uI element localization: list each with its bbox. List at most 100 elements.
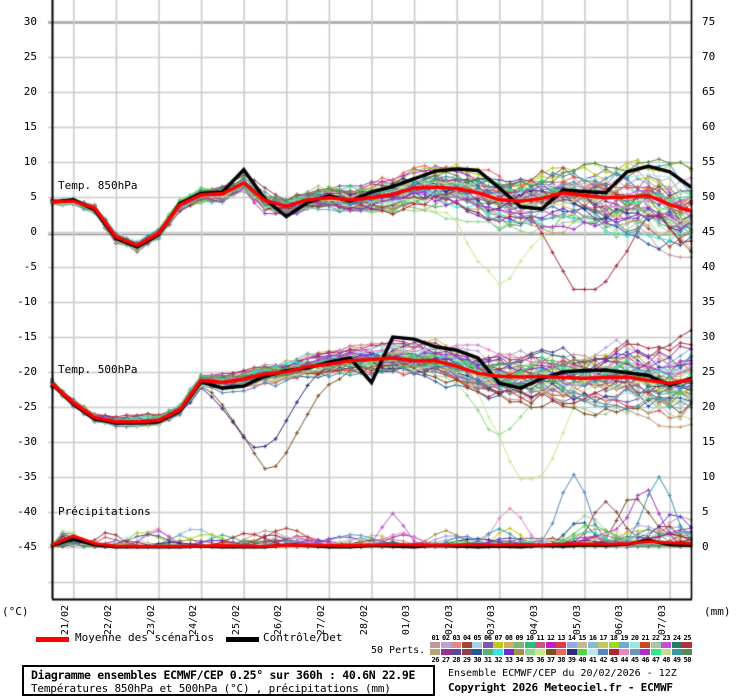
left-tick-label: -15 (17, 330, 37, 343)
pert-column: 04 29 (461, 634, 473, 664)
date-label: 28/02 (358, 604, 370, 636)
left-tick-label: 30 (23, 15, 37, 28)
pert-number: 12 (547, 634, 555, 642)
right-tick-label: 25 (702, 365, 716, 378)
pert-swatch (598, 649, 608, 655)
left-tick-label: -45 (17, 540, 37, 553)
left-tick-label: 0 (30, 225, 37, 238)
pert-column: 03 28 (451, 634, 462, 664)
pert-swatch (619, 642, 629, 648)
pert-column: 07 32 (493, 634, 504, 664)
pert-swatch (682, 642, 692, 648)
left-tick-label: -20 (17, 365, 37, 378)
pert-swatch (451, 642, 461, 648)
pert-number: 39 (568, 656, 576, 664)
pert-swatch (608, 649, 619, 655)
pert-number: 23 (662, 634, 671, 642)
left-tick-label: 5 (30, 190, 37, 203)
pert-number: 36 (536, 656, 545, 664)
pert-swatch (430, 649, 440, 655)
pert-column: 13 38 (556, 634, 567, 664)
pert-number: 34 (515, 656, 524, 664)
date-label: 21/02 (60, 604, 72, 636)
left-tick-label: -10 (17, 295, 37, 308)
pert-swatch (430, 642, 440, 648)
pert-column: 15 40 (577, 634, 588, 664)
pert-column: 22 47 (650, 634, 662, 664)
pert-column: 02 27 (440, 634, 452, 664)
pert-number: 22 (652, 634, 660, 642)
pert-swatch (503, 642, 514, 648)
pert-number: 05 (473, 634, 482, 642)
left-tick-label: 15 (23, 120, 37, 133)
pert-number: 01 (431, 634, 440, 642)
pert-number: 32 (494, 656, 503, 664)
pert-swatch (671, 649, 682, 655)
pert-swatch (472, 649, 482, 655)
pert-swatch (661, 642, 671, 648)
pert-column: 11 36 (535, 634, 546, 664)
pert-column: 09 34 (514, 634, 525, 664)
chart-info-box: Diagramme ensembles ECMWF/CEP 0.25° sur … (22, 665, 435, 696)
run-info-label: Ensemble ECMWF/CEP du 20/02/2026 - 12Z (448, 668, 677, 679)
pert-number: 03 (452, 634, 461, 642)
pert-swatch (440, 649, 451, 655)
pert-number: 24 (673, 634, 681, 642)
right-tick-label: 35 (702, 295, 716, 308)
left-tick-label: -40 (17, 505, 37, 518)
right-tick-label: 55 (702, 155, 716, 168)
pert-number: 15 (578, 634, 587, 642)
pert-swatch (577, 649, 587, 655)
right-tick-label: 30 (702, 330, 716, 343)
pert-number: 13 (557, 634, 566, 642)
pert-number: 25 (683, 634, 692, 642)
pert-column: 08 33 (503, 634, 515, 664)
right-tick-label: 65 (702, 85, 716, 98)
pert-swatch (619, 649, 629, 655)
pert-column: 18 43 (608, 634, 620, 664)
right-tick-label: 50 (702, 190, 716, 203)
pert-swatch (640, 649, 650, 655)
panel-label-t850: Temp. 850hPa (58, 179, 138, 192)
pert-number: 40 (578, 656, 587, 664)
pert-number: 04 (463, 634, 471, 642)
pert-number: 06 (484, 634, 492, 642)
pert-column: 16 41 (587, 634, 599, 664)
right-tick-label: 10 (702, 470, 716, 483)
pert-number: 44 (620, 656, 629, 664)
pert-number: 07 (494, 634, 503, 642)
pert-number: 48 (662, 656, 671, 664)
mean-line-swatch (36, 637, 69, 642)
pert-number: 29 (463, 656, 471, 664)
pert-number: 50 (683, 656, 692, 664)
pert-swatch (535, 649, 545, 655)
pert-swatch (629, 642, 640, 648)
pert-swatch (440, 642, 451, 648)
chart-title: Diagramme ensembles ECMWF/CEP 0.25° sur … (31, 668, 416, 682)
pert-number: 35 (526, 656, 534, 664)
left-tick-label: -25 (17, 400, 37, 413)
pert-column: 25 50 (682, 634, 693, 664)
left-axis-unit-label: (°C) (2, 605, 29, 618)
pert-swatch (545, 649, 556, 655)
right-tick-label: 20 (702, 400, 716, 413)
pert-swatch (514, 649, 524, 655)
right-tick-label: 75 (702, 15, 716, 28)
pert-swatch (482, 642, 493, 648)
pert-swatch (556, 649, 566, 655)
pert-number: 45 (631, 656, 639, 664)
pert-swatch (545, 642, 556, 648)
right-tick-label: 60 (702, 120, 716, 133)
right-tick-label: 5 (702, 505, 709, 518)
pert-swatch (587, 642, 598, 648)
pert-swatch (566, 642, 577, 648)
pert-column: 20 45 (629, 634, 641, 664)
pert-number: 16 (589, 634, 597, 642)
pert-swatch (493, 642, 503, 648)
pert-column: 05 30 (472, 634, 483, 664)
pert-swatch (556, 642, 566, 648)
panel-label-t500: Temp. 500hPa (58, 363, 138, 376)
pert-number: 43 (610, 656, 618, 664)
date-label: 25/02 (230, 604, 242, 636)
control-line-swatch (226, 637, 259, 642)
